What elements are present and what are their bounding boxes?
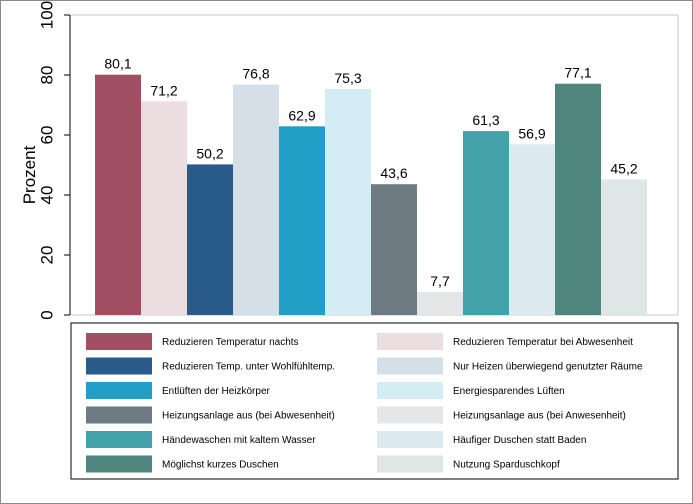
bar: [233, 84, 279, 315]
data-label: 62,9: [288, 107, 315, 123]
data-label: 75,3: [334, 70, 361, 86]
legend-swatch: [377, 406, 443, 424]
legend-swatch: [377, 431, 443, 448]
legend-label: Möglichst kurzes Duschen: [162, 460, 279, 471]
legend-swatch: [377, 333, 443, 350]
legend-label: Reduzieren Temp. unter Wohlfühltemp.: [162, 362, 335, 373]
legend-swatch: [86, 333, 152, 350]
bar: [555, 83, 601, 315]
y-axis-title: Prozent: [20, 145, 39, 204]
legend-swatch: [86, 406, 152, 424]
bar: [463, 131, 509, 315]
data-label: 56,9: [518, 125, 545, 141]
bar: [601, 179, 647, 315]
bar: [371, 184, 417, 315]
legend-swatch: [377, 357, 443, 375]
legend-label: Nutzung Sparduschkopf: [453, 460, 560, 471]
bar: [417, 291, 463, 315]
legend-label: Häufiger Duschen statt Baden: [453, 435, 586, 446]
data-label: 80,1: [104, 56, 131, 72]
data-label: 50,2: [196, 145, 223, 161]
bar: [279, 126, 325, 315]
legend-label: Reduzieren Temperatur nachts: [162, 337, 299, 348]
legend-swatch: [86, 455, 152, 473]
bar: [95, 74, 141, 315]
bar: [509, 144, 555, 315]
y-tick-label: 100: [37, 1, 56, 29]
y-tick-label: 0: [37, 310, 56, 319]
legend-swatch: [377, 382, 443, 399]
data-label: 76,8: [242, 66, 269, 82]
legend-swatch: [86, 431, 152, 448]
y-tick-label: 80: [37, 66, 56, 85]
legend-swatch: [86, 357, 152, 375]
y-tick-label: 20: [37, 246, 56, 265]
legend-label: Energiesparendes Lüften: [453, 386, 565, 397]
data-label: 61,3: [472, 112, 499, 128]
bar: [141, 101, 187, 316]
data-label: 45,2: [610, 160, 637, 176]
legend-label: Heizungsanlage aus (bei Abwesenheit): [162, 411, 335, 422]
data-label: 77,1: [564, 65, 591, 81]
bar: [325, 89, 371, 315]
data-label: 71,2: [150, 82, 177, 98]
data-label: 43,6: [380, 165, 407, 181]
data-label: 7,7: [430, 273, 450, 289]
bar: [187, 164, 233, 315]
legend-box: [70, 322, 679, 480]
y-tick-label: 40: [37, 186, 56, 205]
legend-swatch: [86, 382, 152, 399]
legend-swatch: [377, 455, 443, 473]
legend-label: Reduzieren Temperatur bei Abwesenheit: [453, 337, 633, 348]
legend-label: Nur Heizen überwiegend genutzter Räume: [453, 362, 643, 373]
legend-label: Entlüften der Heizkörper: [162, 386, 271, 397]
legend-label: Händewaschen mit kaltem Wasser: [162, 435, 316, 446]
legend-label: Heizungsanlage aus (bei Anwesenheit): [453, 411, 626, 422]
y-tick-label: 60: [37, 126, 56, 145]
